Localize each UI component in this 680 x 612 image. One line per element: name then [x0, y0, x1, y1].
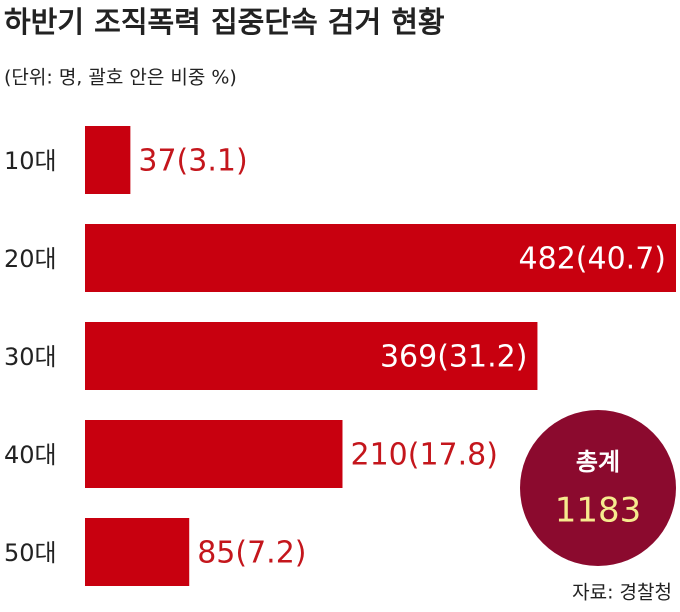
value-label: 482(40.7)	[519, 242, 666, 277]
category-label: 50대	[4, 539, 57, 567]
value-label: 85(7.2)	[197, 536, 306, 571]
category-label: 20대	[4, 245, 57, 273]
chart-title: 하반기 조직폭력 집중단속 검거 현황	[4, 5, 445, 39]
value-label: 369(31.2)	[380, 340, 527, 375]
category-label: 30대	[4, 343, 57, 371]
total-label: 총계	[576, 448, 620, 476]
category-label: 10대	[4, 147, 57, 175]
bar	[85, 224, 676, 292]
bar	[85, 322, 538, 390]
bar	[85, 126, 131, 194]
bar	[85, 518, 190, 586]
bar	[85, 420, 343, 488]
source: 자료: 경찰청	[572, 582, 672, 604]
value-label: 37(3.1)	[138, 144, 247, 179]
total-badge	[520, 410, 676, 566]
value-label: 210(17.8)	[350, 438, 497, 473]
chart-subtitle: (단위: 명, 괄호 안은 비중 %)	[4, 67, 237, 89]
total-value: 1183	[555, 491, 642, 531]
category-label: 40대	[4, 441, 57, 469]
